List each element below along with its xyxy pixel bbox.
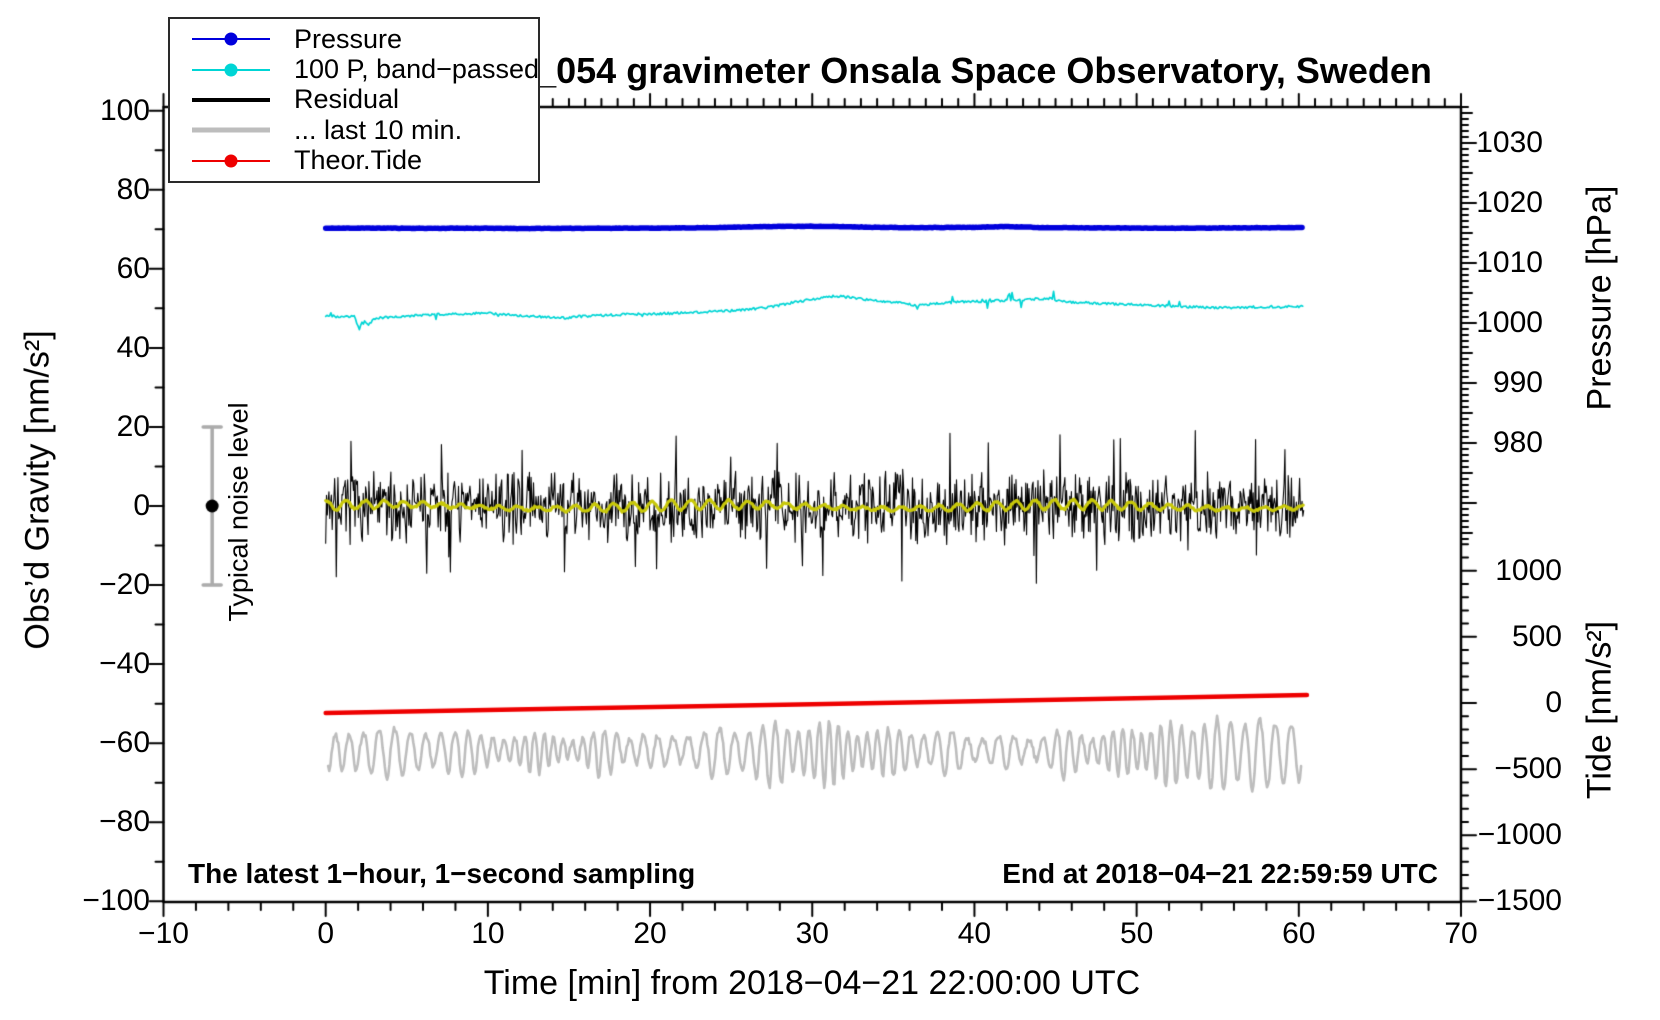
pressure-tick-label: 1000: [1476, 306, 1543, 339]
legend-line-sample: [192, 123, 270, 137]
y-axis-title-tide: Tide [nm/s²]: [1580, 620, 1619, 800]
pressure-tick-label: 1030: [1476, 126, 1543, 159]
sampling-note: The latest 1−hour, 1−second sampling: [188, 858, 696, 889]
gravity-tick-label: 0: [133, 489, 150, 522]
legend-item-2: 100 P, band−passed: [170, 54, 539, 85]
gravity-tick-label: 20: [116, 409, 150, 443]
x-tick-label: 30: [795, 917, 829, 950]
gravity-tick-label: 40: [116, 330, 150, 364]
gravity-tick-label: −60: [99, 726, 150, 760]
legend-marker-dot: [224, 32, 238, 46]
y-axis-title-pressure: Pressure [hPa]: [1580, 185, 1619, 411]
legend-item-label: ... last 10 min.: [294, 114, 463, 145]
legend-line-sample: [192, 32, 270, 46]
legend-line-sample: [192, 63, 270, 77]
legend-item-label: Residual: [294, 84, 400, 115]
legend-line-sample: [192, 93, 270, 107]
x-tick-label: −10: [138, 917, 189, 950]
x-tick-label: 10: [471, 917, 505, 950]
tide-tick-label: −1500: [1477, 884, 1562, 918]
legend-marker-dot: [224, 154, 238, 168]
x-tick-label: 50: [1119, 917, 1154, 950]
tide-tick-label: 1000: [1495, 553, 1562, 587]
x-tick-label: 20: [633, 917, 667, 950]
tide-tick-label: 500: [1511, 619, 1562, 653]
x-axis-title: Time [min] from 2018−04−21 22:00:00 UTC: [483, 964, 1141, 1002]
legend-item-5: Theor.Tide: [170, 145, 538, 176]
tide-tick-label: −500: [1494, 752, 1562, 786]
legend: Pressure 100 P, band−passed Residual... la…: [168, 17, 540, 183]
pressure-tick-label: 990: [1492, 366, 1543, 399]
legend-item-1: Pressure: [170, 24, 538, 54]
chart-title: SCG_054 gravimeter Onsala Space Observat…: [458, 50, 1432, 91]
legend-marker-dot: [224, 63, 238, 77]
gravity-tick-label: −40: [99, 647, 150, 681]
x-tick-label: 0: [317, 917, 335, 950]
pressure-tick-label: 980: [1492, 426, 1543, 459]
x-tick-label: 70: [1444, 917, 1478, 950]
pressure-tick-label: 1010: [1476, 246, 1543, 279]
gravity-tick-label: 60: [116, 251, 150, 285]
legend-item-label: 100 P, band−passed: [294, 54, 539, 85]
end-note: End at 2018−04−21 22:59:59 UTC: [1002, 858, 1438, 889]
tide-tick-label: 0: [1545, 686, 1562, 719]
gravity-tick-label: −80: [99, 805, 150, 839]
gravity-tick-label: 100: [99, 93, 150, 127]
gravity-tick-label: −100: [82, 884, 150, 918]
pressure-tick-label: 1020: [1476, 186, 1543, 219]
legend-item-3: Residual: [170, 84, 538, 115]
gravity-tick-label: −20: [99, 568, 150, 602]
noise-level-label: Typical noise level: [223, 402, 254, 622]
legend-item-4: ... last 10 min.: [170, 115, 538, 145]
y-axis-title-gravity: Obs’d Gravity [nm/s²]: [18, 330, 57, 650]
tide-tick-label: −1000: [1477, 818, 1562, 852]
x-tick-label: 60: [1282, 917, 1316, 950]
legend-item-label: Pressure: [294, 23, 403, 54]
x-tick-label: 40: [957, 917, 992, 950]
legend-item-label: Theor.Tide: [294, 145, 423, 176]
gravity-tick-label: 80: [116, 172, 150, 206]
legend-line-sample: [192, 154, 270, 168]
